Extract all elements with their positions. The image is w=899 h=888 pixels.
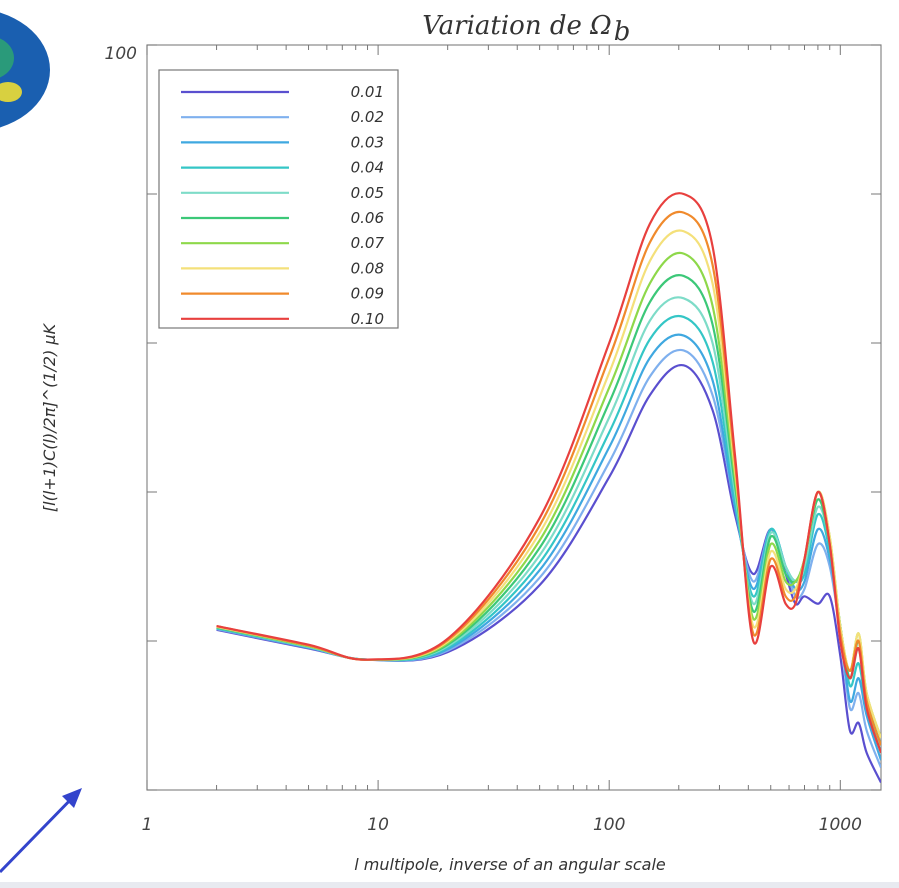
legend-label: 0.01: [351, 83, 384, 101]
legend-label: 0.02: [351, 108, 384, 126]
slide-footer-bar: [0, 882, 899, 888]
y-tick-label: 100: [105, 44, 137, 64]
legend-label: 0.09: [351, 285, 384, 303]
legend-box: [158, 69, 399, 329]
legend-label: 0.08: [351, 259, 384, 277]
x-axis-title: l multipole, inverse of an angular scale: [354, 855, 666, 874]
legend-label: 0.10: [351, 310, 384, 328]
legend-label: 0.06: [351, 209, 384, 227]
legend: 0.01 0.02 0.03 0.04 0.05 0.06 0.07 0.08 0.09 0.10: [158, 69, 399, 329]
series-line-0.03: [216, 333, 881, 761]
series-line-0.10: [216, 192, 881, 754]
y-axis-title: [l(l+1)C(l)/2π]^(1/2) μK: [40, 322, 59, 512]
chart-title: Variation de Ω b: [422, 11, 630, 47]
legend-label: 0.04: [351, 159, 384, 177]
x-tick-label: 1: [142, 815, 153, 835]
series-lines: [216, 192, 881, 784]
chart-title-text: Variation de Ω: [422, 11, 611, 41]
x-tick-label: 1000: [819, 815, 862, 835]
pointer-arrow: [0, 788, 82, 874]
legend-label: 0.07: [351, 234, 385, 252]
axis-ticks: 1 10 100 1000 100: [105, 44, 881, 835]
x-tick-label: 100: [593, 815, 625, 835]
legend-label: 0.03: [351, 133, 384, 151]
chart-title-subscript: b: [614, 17, 631, 47]
legend-label: 0.05: [351, 184, 384, 202]
globe-image: [0, 12, 50, 128]
series-line-0.05: [216, 296, 881, 746]
plot-area-frame: [146, 44, 882, 791]
series-line-0.01: [216, 364, 881, 784]
x-tick-label: 10: [367, 815, 389, 835]
